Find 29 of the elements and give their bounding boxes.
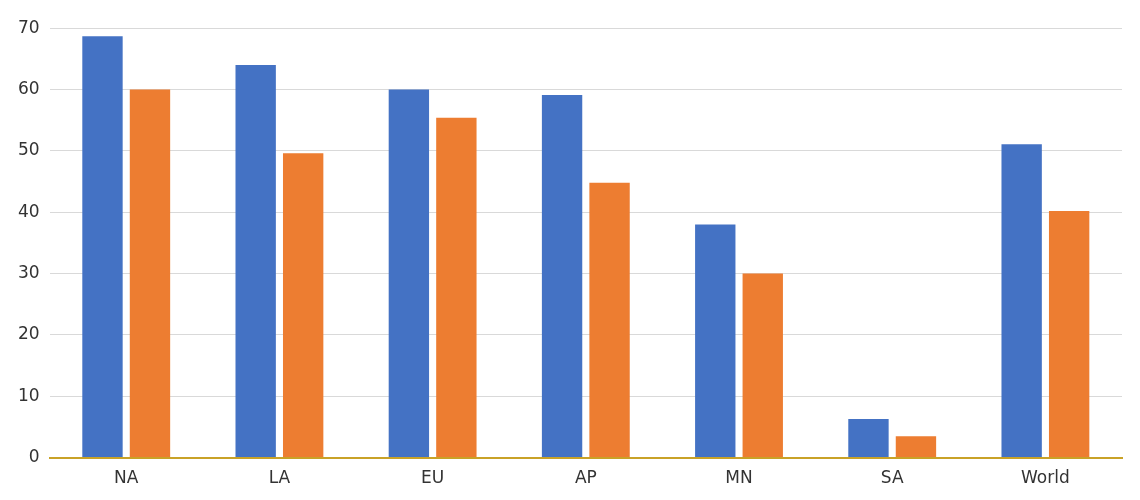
- y-tick-label: 40: [17, 200, 40, 221]
- bar: [282, 153, 324, 458]
- x-tick-label: AP: [574, 467, 597, 488]
- bar: [895, 436, 937, 458]
- bar: [848, 418, 889, 458]
- x-tick-label: SA: [880, 467, 904, 488]
- bar: [695, 224, 736, 458]
- bar: [742, 273, 783, 458]
- bar: [235, 65, 276, 458]
- bar: [388, 89, 430, 458]
- bar: [589, 182, 630, 458]
- x-tick-label: MN: [725, 467, 753, 488]
- y-tick-label: 60: [17, 77, 40, 98]
- y-tick-label: 0: [28, 446, 40, 467]
- x-tick-label: NA: [114, 467, 139, 488]
- y-tick-label: 10: [17, 384, 40, 405]
- bar: [82, 36, 123, 458]
- x-tick-label: EU: [421, 467, 445, 488]
- y-tick-label: 30: [17, 261, 40, 282]
- bar: [541, 95, 583, 458]
- bar: [1048, 211, 1090, 458]
- y-tick-label: 70: [17, 16, 40, 37]
- x-tick-label: World: [1021, 467, 1070, 488]
- y-tick-label: 20: [17, 323, 40, 344]
- bar: [129, 89, 171, 458]
- x-tick-label: LA: [268, 467, 291, 488]
- bar: [1001, 144, 1042, 458]
- bar: [436, 117, 477, 458]
- y-tick-label: 50: [17, 139, 40, 160]
